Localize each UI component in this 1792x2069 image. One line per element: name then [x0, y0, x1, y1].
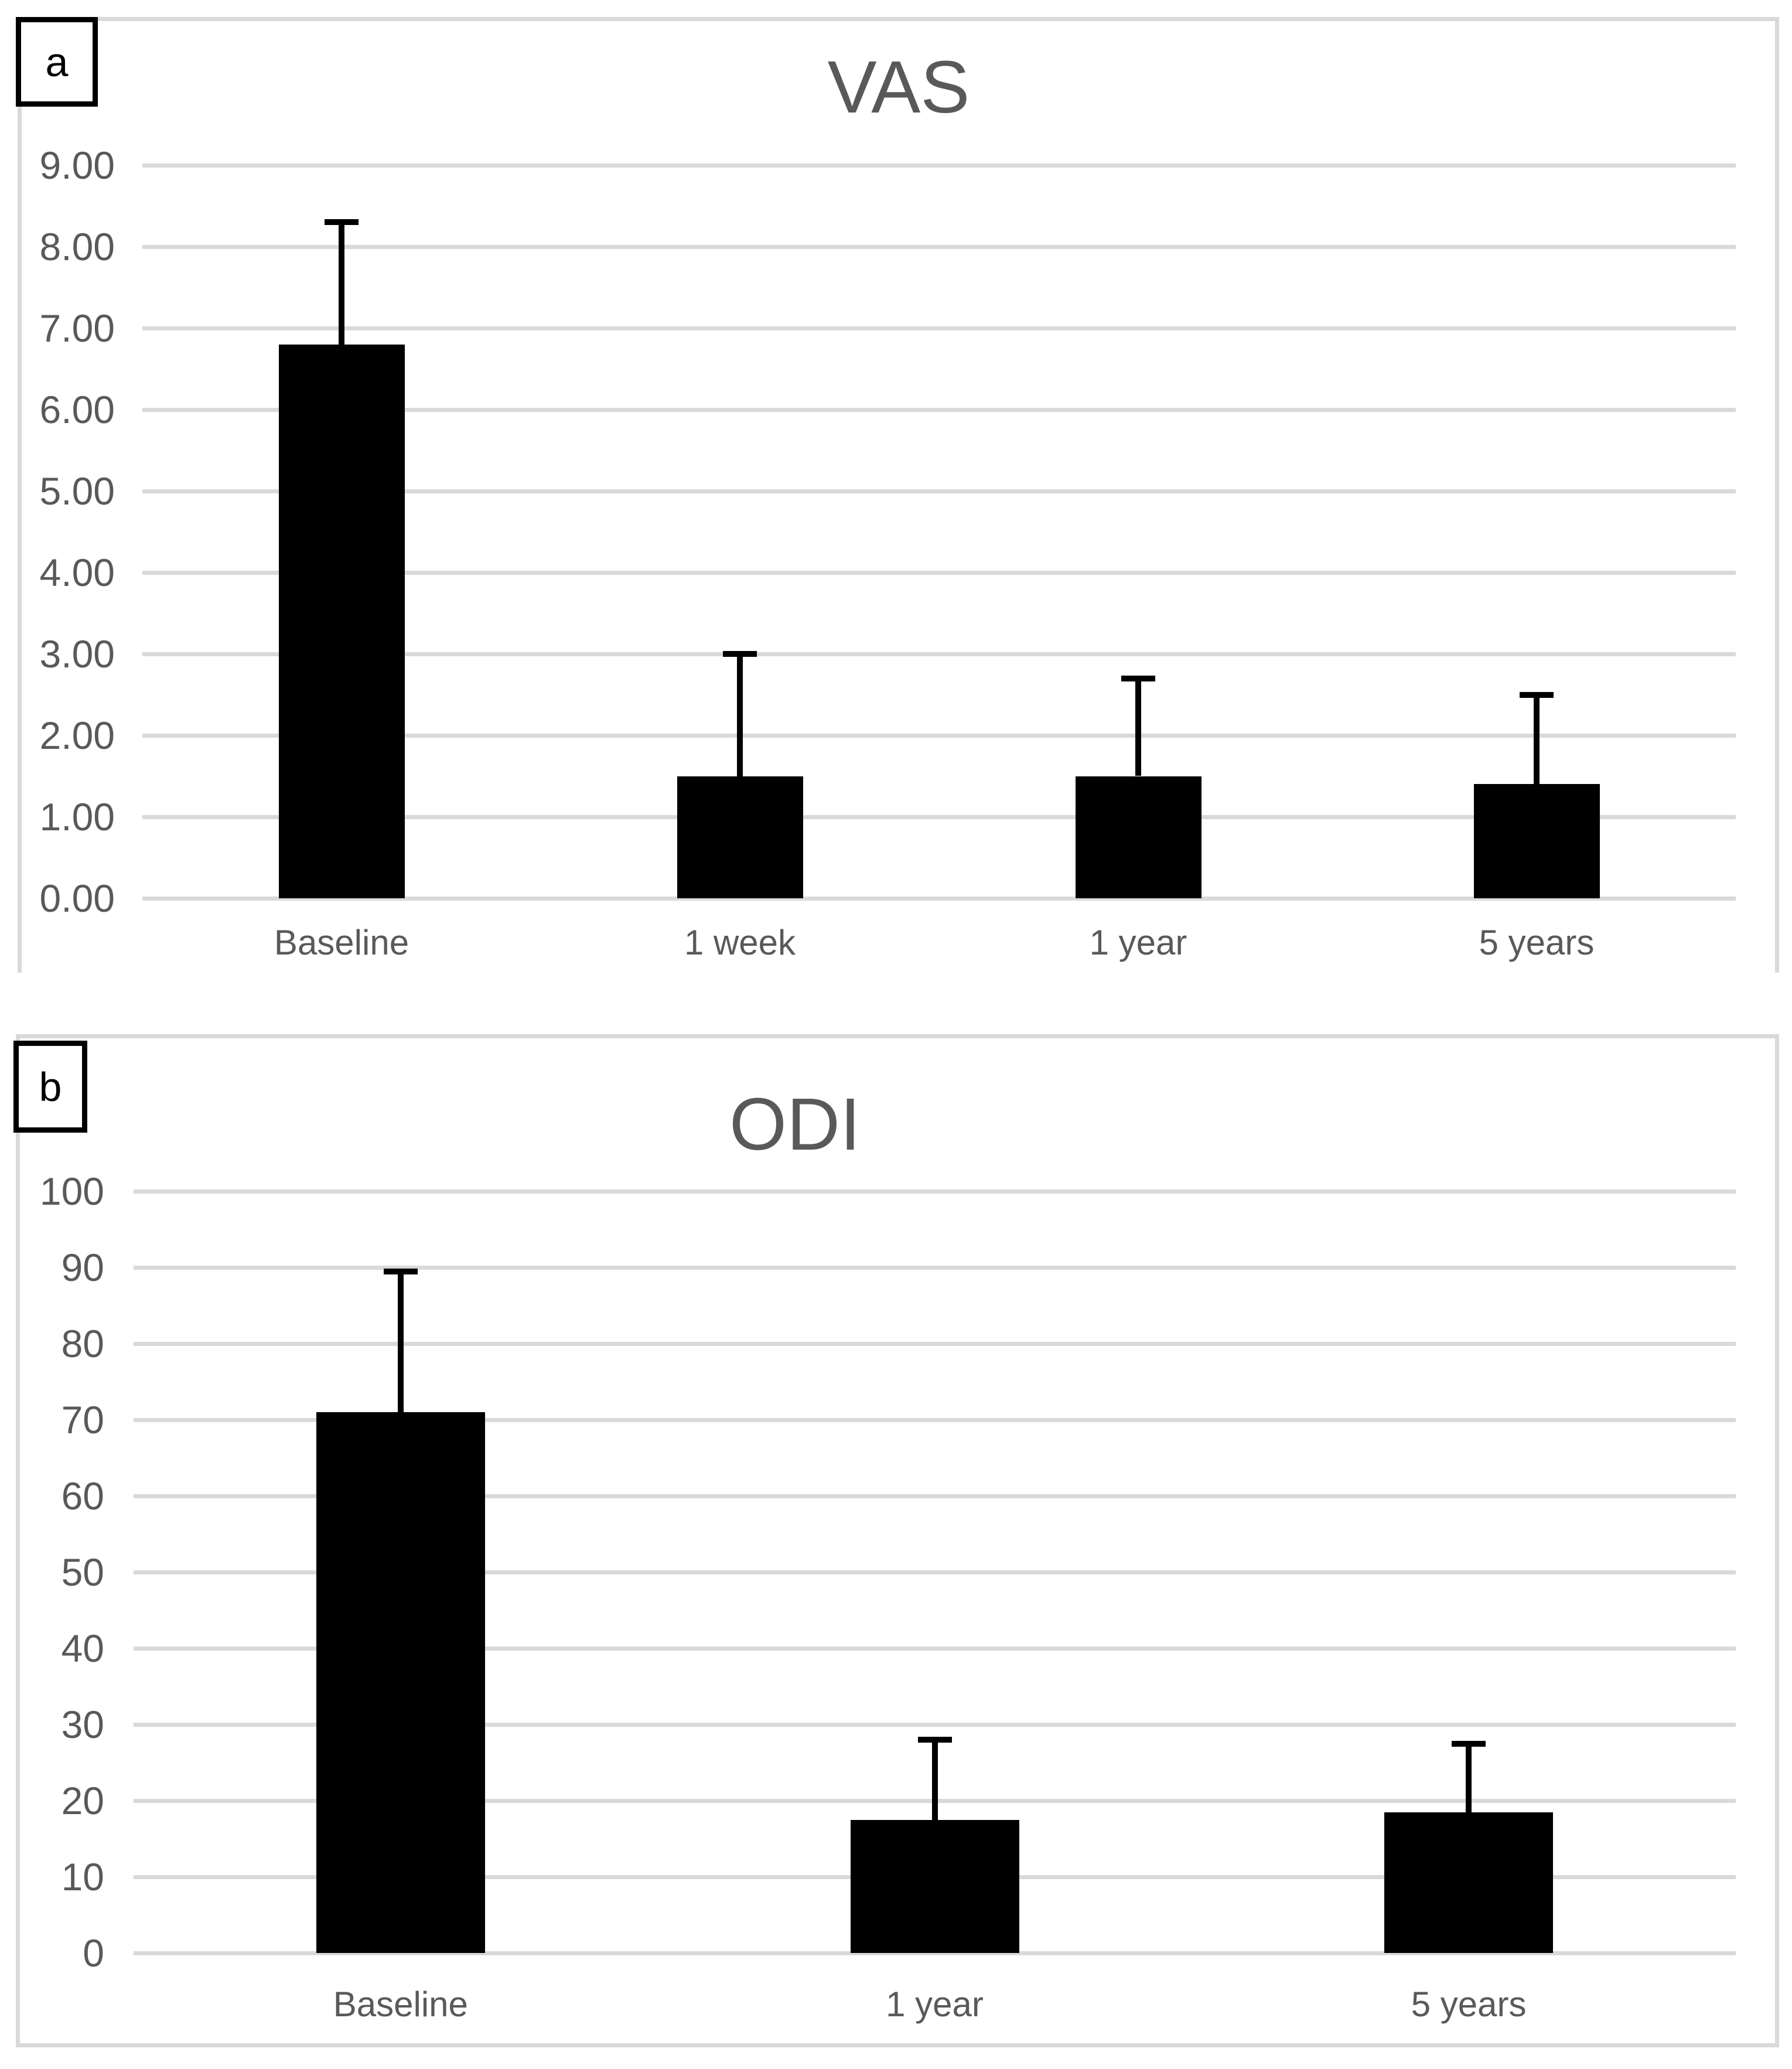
gridline-40 [134, 1647, 1736, 1651]
gridline-8.00 [142, 245, 1736, 249]
error-bar-line [931, 1740, 938, 1820]
x-axis-category-label: 5 years [1479, 923, 1595, 962]
gridline-1.00 [142, 815, 1736, 819]
bar-1-year [1075, 776, 1202, 898]
y-axis-tick-label: 4.00 [39, 551, 115, 594]
y-axis-tick-label: 30 [61, 1703, 104, 1746]
bar-1-week [677, 776, 803, 898]
panel-label-box-b: b [13, 1041, 87, 1133]
y-axis-tick-label: 8.00 [39, 225, 115, 268]
x-axis-category-label: 5 years [1411, 1985, 1527, 2024]
error-bar-line [1534, 694, 1540, 785]
gridline-3.00 [142, 652, 1736, 656]
y-axis-tick-label: 3.00 [39, 632, 115, 676]
x-axis-category-label: 1 year [1089, 923, 1187, 962]
gridline-30 [134, 1723, 1736, 1727]
bar-baseline [316, 1412, 485, 1953]
y-axis-tick-label: 9.00 [39, 144, 115, 187]
y-axis-tick-label: 2.00 [39, 714, 115, 757]
y-axis-tick-label: 7.00 [39, 306, 115, 350]
gridline-5.00 [142, 489, 1736, 493]
y-axis-tick-label: 50 [61, 1550, 104, 1594]
error-bar-line [1466, 1743, 1472, 1812]
error-bar-cap [383, 1268, 418, 1274]
gridline-7.00 [142, 326, 1736, 330]
panel-label-box-a: a [16, 17, 98, 107]
y-axis-tick-label: 70 [61, 1398, 104, 1441]
y-axis-tick-label: 6.00 [39, 388, 115, 431]
error-bar-cap [1121, 675, 1155, 681]
gridline-2.00 [142, 734, 1736, 738]
y-axis-tick-label: 80 [61, 1322, 104, 1365]
gridline-60 [134, 1494, 1736, 1498]
gridline-4.00 [142, 571, 1736, 575]
gridline-90 [134, 1266, 1736, 1270]
error-bar-line [1135, 678, 1141, 776]
panel-label-b: b [39, 1064, 62, 1110]
y-axis-tick-label: 60 [61, 1474, 104, 1518]
y-axis-tick-label: 1.00 [39, 795, 115, 838]
error-bar-cap [917, 1737, 952, 1743]
x-axis-category-label: 1 year [886, 1985, 984, 2024]
error-bar-cap [723, 651, 757, 657]
error-bar-line [737, 654, 743, 776]
chart-title-vas: VAS [827, 46, 970, 128]
panel-label-a: a [45, 39, 69, 85]
gridline-100 [134, 1189, 1736, 1194]
y-axis-tick-label: 0 [83, 1931, 104, 1975]
error-bar-line [339, 222, 344, 345]
panel-b-border [16, 1034, 1779, 2047]
panel-a-border [18, 17, 1779, 973]
y-axis-tick-label: 40 [61, 1627, 104, 1670]
bar-1-year [850, 1819, 1019, 1953]
chart-title-odi: ODI [729, 1083, 861, 1165]
y-axis-tick-label: 100 [39, 1170, 104, 1213]
bar-baseline [278, 344, 405, 898]
error-bar-cap [325, 219, 359, 226]
gridline-50 [134, 1570, 1736, 1574]
x-axis-category-label: Baseline [274, 923, 409, 962]
gridline-9.00 [142, 163, 1736, 168]
gridline-0 [134, 1951, 1736, 1955]
error-bar-cap [1520, 691, 1554, 698]
bar-5-years [1384, 1812, 1554, 1953]
bar-5-years [1473, 784, 1600, 898]
gridline-0.00 [142, 897, 1736, 901]
gridline-80 [134, 1342, 1736, 1346]
gridline-70 [134, 1418, 1736, 1422]
y-axis-tick-label: 90 [61, 1246, 104, 1289]
error-bar-line [397, 1271, 404, 1412]
x-axis-category-label: 1 week [684, 923, 796, 962]
gridline-6.00 [142, 408, 1736, 412]
x-axis-category-label: Baseline [333, 1985, 468, 2024]
error-bar-cap [1452, 1740, 1486, 1747]
y-axis-tick-label: 20 [61, 1779, 104, 1822]
y-axis-tick-label: 10 [61, 1855, 104, 1898]
y-axis-tick-label: 5.00 [39, 469, 115, 513]
y-axis-tick-label: 0.00 [39, 877, 115, 920]
